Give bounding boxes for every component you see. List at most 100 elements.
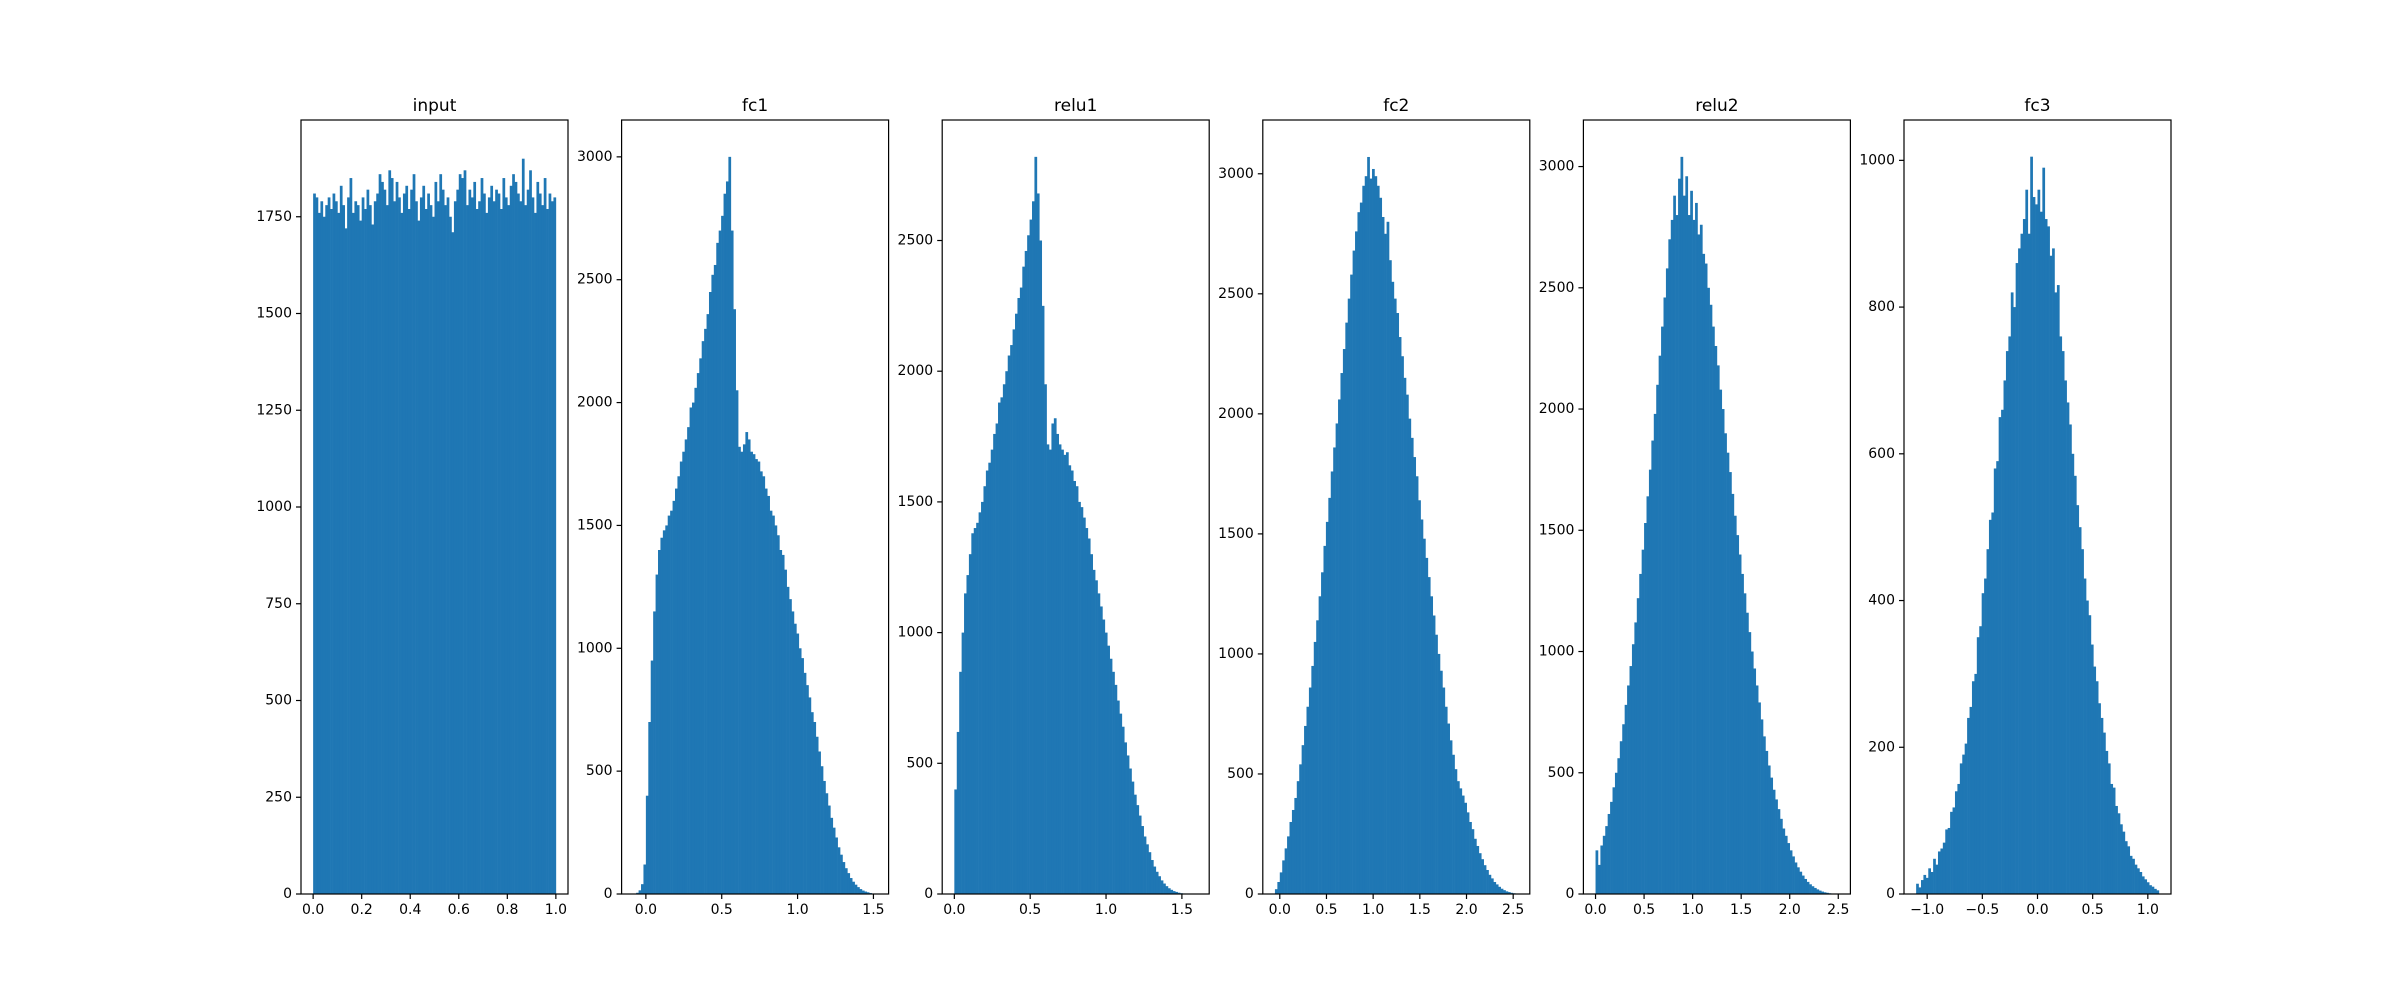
histogram-bar <box>1058 444 1062 894</box>
histogram-bar <box>412 174 416 894</box>
histogram-bar <box>320 201 324 894</box>
histogram-bar <box>424 209 428 894</box>
subplot: input 0 250 500 750 1000 1250 1500 1750 0.0 0.2 0.4… <box>256 96 569 918</box>
histogram-bar <box>1719 389 1723 894</box>
histogram-bar <box>1121 726 1125 894</box>
histogram-bar <box>473 181 477 895</box>
histogram-bar <box>1146 844 1149 894</box>
histogram-bar <box>1386 221 1390 894</box>
histogram-bar <box>1673 195 1676 895</box>
histogram-bar <box>1976 637 1980 894</box>
histogram-bar <box>383 189 387 894</box>
histogram-bar <box>723 193 727 894</box>
histogram-bar <box>1993 468 1997 894</box>
histogram-bar <box>1644 523 1647 894</box>
x-tick-label: 1.5 <box>1730 902 1752 918</box>
histogram-bar <box>1702 253 1706 895</box>
y-tick-label: 1000 <box>1218 646 1254 662</box>
histogram-bar <box>1357 212 1361 894</box>
histogram-bar <box>500 209 503 894</box>
histogram-bar <box>857 887 860 894</box>
histogram-bar <box>1131 781 1135 894</box>
histogram-bar <box>444 205 447 894</box>
histogram-bar <box>1748 632 1752 894</box>
histogram-bar <box>1510 892 1514 894</box>
histogram-bar <box>1784 835 1788 894</box>
histogram-bar <box>468 189 472 894</box>
histogram-bar <box>548 193 552 894</box>
histogram-bar <box>793 623 797 894</box>
histogram-bar <box>1631 644 1635 894</box>
histogram-bar <box>1930 871 1934 894</box>
histogram-bar <box>2056 285 2060 895</box>
histogram-bar <box>487 197 491 894</box>
histogram-bar <box>767 495 770 894</box>
y-tick-label: 1000 <box>577 640 613 656</box>
x-tick-label: 0.6 <box>448 902 470 918</box>
histogram-bar <box>2052 248 2055 895</box>
histogram-bar <box>1325 521 1329 894</box>
histogram-bar <box>1692 219 1696 895</box>
histogram-bar <box>740 451 744 894</box>
histogram-bar <box>1080 507 1084 894</box>
histogram-bar <box>381 181 384 895</box>
histogram-bar <box>1813 887 1817 894</box>
histogram-bar <box>672 500 676 894</box>
histogram-bar <box>716 242 719 894</box>
histogram-bar <box>2132 858 2135 894</box>
histogram-bar <box>432 216 435 894</box>
histogram-bar <box>1780 818 1783 894</box>
histogram-bar <box>366 189 370 894</box>
histogram-bar <box>1107 645 1110 894</box>
histogram-bar <box>1316 620 1319 894</box>
histogram-bar <box>337 212 341 894</box>
axes-frame <box>620 119 890 895</box>
histogram-bar <box>658 550 661 894</box>
histogram-bar <box>1119 713 1123 894</box>
histogram-bar <box>2107 763 2111 894</box>
histogram-bar <box>478 201 481 894</box>
histogram-bar <box>861 890 865 894</box>
histogram-bar <box>524 205 528 894</box>
histogram-bar <box>1155 871 1159 894</box>
histogram-bar <box>1284 848 1288 894</box>
histogram-bar <box>317 212 321 894</box>
histogram-bar <box>1078 501 1081 894</box>
histogram-bar <box>638 890 642 894</box>
histogram-bar <box>1962 754 1965 894</box>
histogram-bar <box>1770 777 1774 894</box>
y-tick-label: 400 <box>1868 593 1895 609</box>
histogram-bar <box>1500 888 1504 894</box>
histogram-bar <box>1461 795 1465 894</box>
histogram-bar <box>1158 876 1161 894</box>
histogram-bar <box>1019 287 1023 894</box>
histogram-bar <box>385 205 389 894</box>
histogram-bar <box>808 697 812 894</box>
histogram-bar <box>378 174 382 894</box>
histogram-bar <box>1495 884 1499 894</box>
histogram-bar <box>645 795 649 894</box>
histogram-bar <box>1794 862 1798 894</box>
histogram-bar <box>1957 783 1961 894</box>
histogram-bar <box>1352 250 1356 895</box>
histogram-bar <box>1597 864 1601 894</box>
x-tick-label: 0.5 <box>711 902 733 918</box>
histogram-bar <box>1595 850 1599 894</box>
histogram-bar <box>648 722 652 894</box>
histogram-bar <box>1321 572 1324 894</box>
histogram-bar <box>769 510 773 894</box>
x-tick-label: 0.4 <box>399 902 421 918</box>
histogram-bar <box>830 817 834 894</box>
subplot-title: fc2 <box>1383 96 1409 116</box>
histogram-bar <box>735 390 739 894</box>
histogram-bar <box>1177 892 1181 894</box>
histogram-bar <box>2127 846 2131 894</box>
histogram-bar <box>1379 197 1383 894</box>
histogram-bar <box>1636 598 1640 894</box>
histogram-bar <box>1507 892 1511 894</box>
histogram-bar <box>1680 156 1684 894</box>
histogram-bar <box>531 197 535 894</box>
y-tick-label: 1500 <box>1539 522 1575 538</box>
histogram-bar <box>1391 281 1395 894</box>
y-tick-label: 0 <box>283 886 292 902</box>
